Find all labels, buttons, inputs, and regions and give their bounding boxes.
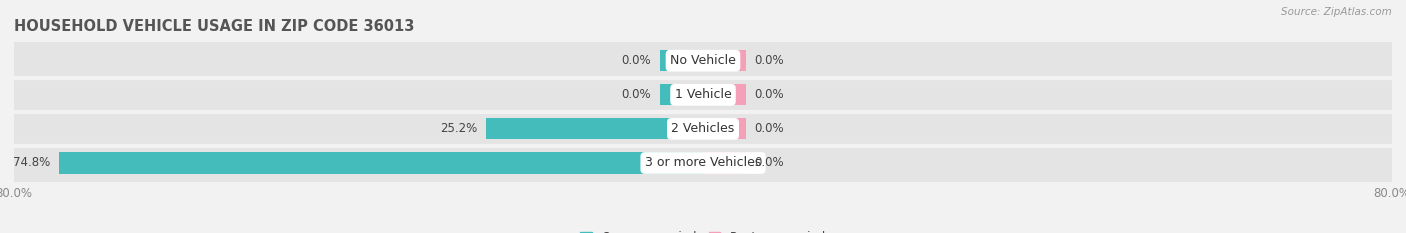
Text: 0.0%: 0.0% — [755, 54, 785, 67]
Bar — [703, 118, 747, 140]
Legend: Owner-occupied, Renter-occupied: Owner-occupied, Renter-occupied — [575, 226, 831, 233]
FancyBboxPatch shape — [14, 27, 1392, 94]
Bar — [703, 84, 747, 105]
FancyBboxPatch shape — [14, 96, 1392, 162]
Text: Source: ZipAtlas.com: Source: ZipAtlas.com — [1281, 7, 1392, 17]
Text: HOUSEHOLD VEHICLE USAGE IN ZIP CODE 36013: HOUSEHOLD VEHICLE USAGE IN ZIP CODE 3601… — [14, 19, 415, 34]
Text: 0.0%: 0.0% — [621, 54, 651, 67]
Text: 25.2%: 25.2% — [440, 122, 478, 135]
Text: 74.8%: 74.8% — [13, 157, 51, 169]
Bar — [659, 50, 703, 71]
Text: 0.0%: 0.0% — [755, 88, 785, 101]
Text: 1 Vehicle: 1 Vehicle — [675, 88, 731, 101]
Text: 3 or more Vehicles: 3 or more Vehicles — [645, 157, 761, 169]
Bar — [659, 84, 703, 105]
FancyBboxPatch shape — [14, 61, 1392, 128]
FancyBboxPatch shape — [14, 130, 1392, 196]
Text: 0.0%: 0.0% — [621, 88, 651, 101]
Bar — [59, 152, 703, 174]
Bar — [703, 50, 747, 71]
Text: 2 Vehicles: 2 Vehicles — [672, 122, 734, 135]
Text: No Vehicle: No Vehicle — [671, 54, 735, 67]
Bar — [486, 118, 703, 140]
Bar — [703, 152, 747, 174]
Text: 0.0%: 0.0% — [755, 122, 785, 135]
Text: 0.0%: 0.0% — [755, 157, 785, 169]
